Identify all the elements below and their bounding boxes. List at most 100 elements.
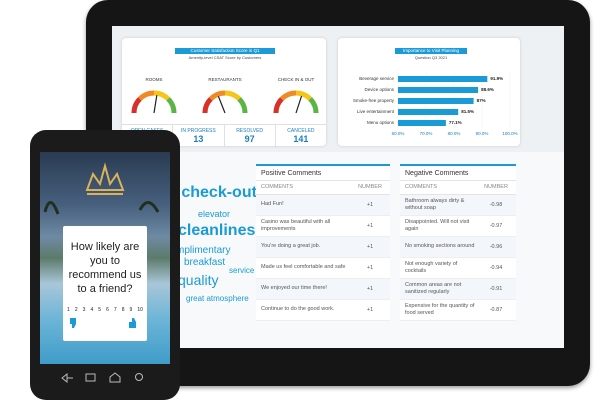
gauge-title: Customer Satisfaction Score in Q1 (190, 48, 260, 53)
gauge-title-bar (175, 48, 275, 54)
bar (398, 87, 479, 93)
comment-cell: We enjoyed our time there! (261, 285, 327, 292)
gauge-label: CHECK IN & OUT (278, 77, 315, 82)
stat-value: 141 (293, 134, 309, 144)
gauge-arc (131, 97, 142, 114)
comment-cell: Disappointed. Will not visit again (405, 219, 470, 232)
gauge-arc (138, 90, 155, 101)
scale-number: 3 (82, 307, 86, 313)
cloud-word: service (229, 266, 255, 275)
table-row: We enjoyed our time there! +1 (256, 278, 390, 300)
category-label: Menu options (367, 120, 395, 125)
bar-title: Importance to Visit Planning (403, 48, 459, 53)
header-cell: COMMENTS (405, 184, 438, 190)
number-cell: +1 (366, 243, 374, 250)
gauge-subtitle: Amenity-level CSAT Score by Customers (188, 55, 262, 60)
number-cell: +1 (366, 306, 374, 313)
table-row: Casino was beautiful with all improvemen… (256, 216, 390, 237)
table-body: Had Fun! +1 Casino was beautiful with all … (256, 194, 390, 321)
phone-graphics (43, 162, 160, 215)
cloud-word: cleanliness (178, 222, 265, 239)
gauge-arc (295, 90, 312, 101)
table-header: COMMENTS NUMBER (256, 181, 390, 195)
number-cell: +1 (366, 222, 374, 229)
comment-cell: Expensive for the quantity of food serve… (405, 303, 475, 316)
table-title: Negative Comments (400, 166, 516, 181)
stat: RESOLVED 97 (223, 125, 275, 147)
value-label: 77.1% (449, 120, 462, 125)
stat-label: CANCELED (287, 128, 315, 134)
value-label: 91.9% (490, 76, 503, 81)
stat-value: 13 (193, 134, 204, 144)
bar (398, 98, 474, 104)
nav-search (135, 373, 143, 381)
cloud-word: breakfast (184, 257, 226, 268)
number-cell: -0.96 (489, 243, 503, 250)
gauge-arc (280, 90, 297, 101)
gauge-needle (217, 96, 226, 114)
number-cell: -0.91 (489, 285, 503, 292)
cloud-word: y check-out (168, 184, 257, 201)
number-cell: +1 (366, 285, 374, 292)
nav-back (61, 372, 73, 384)
scale-number: 5 (98, 307, 102, 313)
table-row: Not enough variety of cocktails -0.94 (400, 258, 516, 279)
scale-number: 6 (106, 307, 109, 313)
value-label: 81.5% (461, 109, 474, 114)
rating-scale: 1 2 3 4 5 6 7 8 9 10 (67, 307, 143, 313)
cloud-word: elevator (198, 209, 231, 219)
x-tick-label: 70.0% (420, 131, 433, 136)
thumb-up-icon (129, 318, 136, 328)
table-title: Positive Comments (256, 166, 390, 181)
value-label: 87% (477, 98, 486, 103)
comment-cell: Continue to do the good work. (261, 306, 335, 313)
thumb-down-icon (70, 318, 76, 328)
comment-cell: Had Fun! (261, 201, 284, 208)
negative-table: Negative Comments COMMENTS NUMBER Bathroo… (400, 164, 516, 321)
cloud-word: mplimentary (176, 245, 231, 256)
number-cell: -0.97 (489, 222, 503, 229)
thumb-icons (70, 318, 136, 328)
number-cell: -0.94 (489, 264, 503, 271)
stat-label: RESOLVED (236, 128, 264, 134)
x-tick-label: 80.0% (448, 131, 461, 136)
bar (398, 120, 446, 126)
gauge-arc (153, 90, 170, 101)
table-row: Bathroom always dirty & without soap -0.9… (400, 194, 516, 216)
gauge-label: ROOMS (145, 77, 162, 82)
gauge-arc (273, 97, 284, 114)
table-row: Expensive for the quantity of food serve… (400, 300, 516, 321)
category-label: Beverage service (359, 76, 394, 81)
table-row: Disappointed. Will not visit again -0.97 (400, 216, 516, 237)
value-label: 88.6% (481, 87, 494, 92)
palm (43, 201, 160, 215)
comment-cell: You're doing a great job. (261, 243, 321, 250)
header-cell: NUMBER (358, 184, 382, 190)
stat-label: IN PROGRESS (181, 128, 216, 134)
x-tick-label: 60.0% (392, 131, 405, 136)
stat-value: 97 (244, 134, 255, 144)
number-cell: +1 (366, 264, 374, 271)
number-cell: -0.87 (489, 306, 503, 313)
phone-nav (61, 372, 143, 384)
gauge-arc (166, 97, 177, 114)
gauge-arc (308, 97, 319, 114)
nav-home (109, 372, 121, 383)
cloud-word: great atmosphere (186, 294, 249, 303)
table-row: You're doing a great job. +1 (256, 236, 390, 258)
gauge-label: RESTAURANTS (208, 77, 241, 82)
comment-cell: Bathroom always dirty & without soap (405, 198, 465, 211)
comment-cell: Not enough variety of cocktails (405, 261, 458, 274)
scale-number: 9 (129, 307, 133, 313)
comment-cell: Common areas are not sanitized regularly (405, 282, 462, 295)
category-label: Live entertainment (357, 109, 395, 114)
comment-cell: No smoking sections around (405, 243, 475, 250)
survey-question: How likely are you to recommend us to a … (68, 241, 142, 295)
scale-number: 1 (67, 307, 70, 313)
nav-mail (85, 373, 96, 382)
table-row: Continue to do the good work. +1 (256, 300, 390, 321)
scale-number: 8 (121, 307, 125, 313)
bar (398, 76, 488, 82)
number-cell: +1 (366, 201, 374, 208)
